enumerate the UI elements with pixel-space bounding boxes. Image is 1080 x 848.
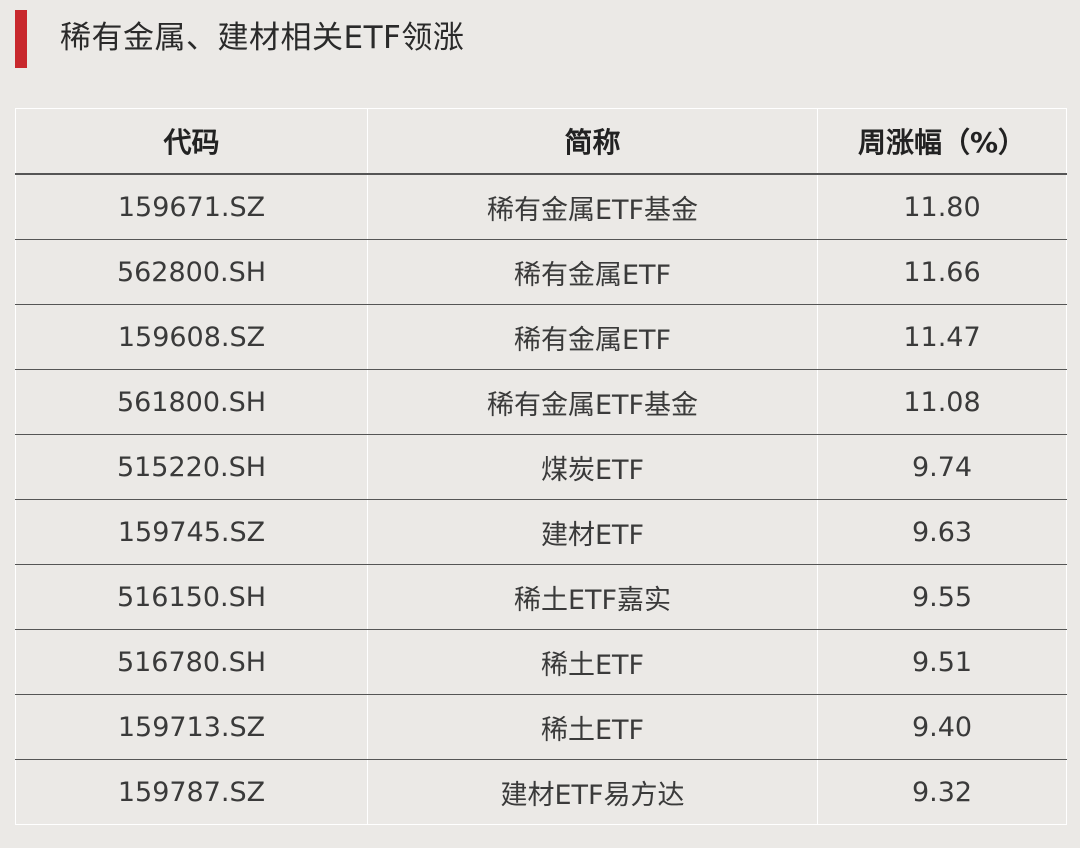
table-header-row: 代码 简称 周涨幅（%） <box>15 108 1067 175</box>
cell-change: 9.51 <box>817 629 1067 695</box>
cell-name: 煤炭ETF <box>367 434 818 500</box>
cell-change: 11.47 <box>817 304 1067 370</box>
title-accent-bar <box>15 10 27 68</box>
cell-change: 9.40 <box>817 694 1067 760</box>
cell-change: 9.32 <box>817 759 1067 825</box>
cell-change: 11.80 <box>817 173 1067 240</box>
cell-code: 159713.SZ <box>15 694 368 760</box>
cell-change: 11.66 <box>817 239 1067 305</box>
table-row: 159745.SZ 建材ETF 9.63 <box>15 499 1067 565</box>
cell-code: 515220.SH <box>15 434 368 500</box>
table-row: 159787.SZ 建材ETF易方达 9.32 <box>15 759 1067 825</box>
cell-code: 159745.SZ <box>15 499 368 565</box>
cell-name: 稀有金属ETF基金 <box>367 369 818 435</box>
cell-change: 9.74 <box>817 434 1067 500</box>
table-row: 516150.SH 稀土ETF嘉实 9.55 <box>15 564 1067 630</box>
table-row: 562800.SH 稀有金属ETF 11.66 <box>15 239 1067 305</box>
cell-code: 562800.SH <box>15 239 368 305</box>
cell-name: 稀有金属ETF基金 <box>367 173 818 240</box>
cell-name: 建材ETF <box>367 499 818 565</box>
cell-name: 稀有金属ETF <box>367 239 818 305</box>
table-row: 561800.SH 稀有金属ETF基金 11.08 <box>15 369 1067 435</box>
header-change: 周涨幅（%） <box>817 108 1067 175</box>
header-name: 简称 <box>367 108 818 175</box>
cell-code: 159608.SZ <box>15 304 368 370</box>
cell-change: 9.63 <box>817 499 1067 565</box>
cell-change: 11.08 <box>817 369 1067 435</box>
table-row: 515220.SH 煤炭ETF 9.74 <box>15 434 1067 500</box>
table-row: 159671.SZ 稀有金属ETF基金 11.80 <box>15 173 1067 240</box>
table-row: 516780.SH 稀土ETF 9.51 <box>15 629 1067 695</box>
cell-name: 稀土ETF嘉实 <box>367 564 818 630</box>
table-row: 159608.SZ 稀有金属ETF 11.47 <box>15 304 1067 370</box>
cell-code: 516150.SH <box>15 564 368 630</box>
cell-change: 9.55 <box>817 564 1067 630</box>
cell-name: 稀有金属ETF <box>367 304 818 370</box>
page-title: 稀有金属、建材相关ETF领涨 <box>60 20 465 56</box>
cell-code: 516780.SH <box>15 629 368 695</box>
cell-code: 159671.SZ <box>15 173 368 240</box>
header-code: 代码 <box>15 108 368 175</box>
cell-name: 稀土ETF <box>367 694 818 760</box>
cell-name: 建材ETF易方达 <box>367 759 818 825</box>
etf-table: 代码 简称 周涨幅（%） 159671.SZ 稀有金属ETF基金 11.80 5… <box>15 108 1067 825</box>
cell-code: 159787.SZ <box>15 759 368 825</box>
cell-name: 稀土ETF <box>367 629 818 695</box>
cell-code: 561800.SH <box>15 369 368 435</box>
table-row: 159713.SZ 稀土ETF 9.40 <box>15 694 1067 760</box>
